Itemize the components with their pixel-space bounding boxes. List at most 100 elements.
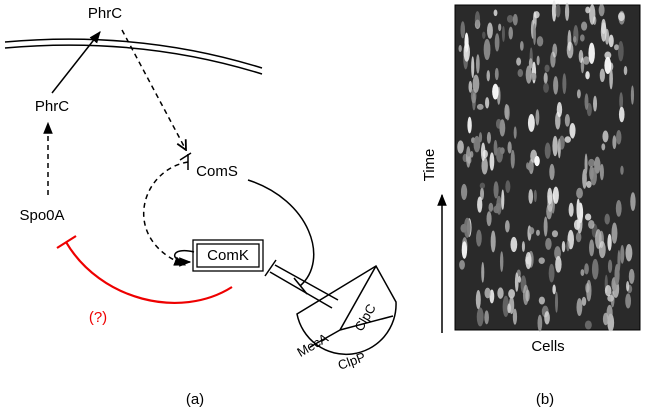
- kymograph-spot: [576, 232, 581, 242]
- kymograph-spot: [576, 188, 583, 199]
- kymograph-spot: [562, 73, 566, 94]
- repress: [248, 180, 314, 286]
- complex-clpp: ClpP: [336, 349, 368, 373]
- kymograph-spot: [555, 292, 558, 313]
- kymograph-spot: [477, 104, 484, 110]
- kymograph-spot: [547, 188, 552, 205]
- kymograph-spot: [567, 30, 571, 51]
- kymograph-spot: [459, 45, 462, 52]
- kymograph-spot: [544, 311, 550, 324]
- kymograph-spot: [527, 163, 533, 171]
- kymograph-spot: [515, 272, 519, 292]
- kymograph-spot: [545, 143, 551, 159]
- kymograph-spot: [553, 76, 558, 94]
- kymograph-spot: [582, 297, 587, 306]
- kymograph-spot: [576, 298, 582, 316]
- node-coms: ComS: [196, 163, 238, 180]
- kymograph-spot: [608, 260, 612, 273]
- kymograph-spot: [480, 183, 485, 189]
- kymograph-spot: [588, 220, 594, 229]
- kymograph-spot: [585, 320, 592, 329]
- kymograph-spot: [618, 41, 624, 61]
- kymograph-spot: [538, 315, 543, 332]
- kymograph-spot: [624, 66, 628, 75]
- kymograph-spot: [569, 203, 574, 217]
- kymograph-spot: [457, 140, 464, 153]
- kymograph-spot: [552, 136, 557, 156]
- kymograph-spot: [511, 150, 515, 169]
- kymograph-spot: [544, 72, 548, 84]
- kymograph-spot: [473, 75, 480, 93]
- kymograph-spot: [630, 192, 635, 211]
- kymograph-spot: [510, 237, 517, 252]
- kymograph-spot: [477, 307, 484, 326]
- kymograph-spot: [484, 39, 491, 60]
- kymograph-spot: [513, 14, 518, 26]
- inhibit-bar: [57, 236, 76, 248]
- kymograph-spot: [534, 11, 540, 18]
- kymograph-spot: [509, 27, 513, 40]
- kymograph-spot: [485, 97, 489, 109]
- kymograph-spot: [539, 257, 545, 264]
- kymograph-spot: [545, 65, 550, 73]
- axis-title-y: Time: [421, 149, 438, 182]
- kymograph-spot: [490, 152, 495, 170]
- inhibit-bar: [180, 153, 191, 160]
- kymograph-spot: [494, 10, 498, 17]
- kymograph-spot: [579, 50, 584, 63]
- kymograph-spot: [522, 241, 525, 252]
- kymograph-spot: [545, 238, 551, 250]
- kymograph-spot: [544, 217, 548, 237]
- complex-clpc: ClpC: [351, 301, 378, 334]
- kymograph-spot: [502, 26, 505, 42]
- kymograph-spot: [537, 56, 540, 66]
- kymograph-spot: [528, 114, 535, 132]
- kymograph-spot: [592, 259, 599, 280]
- kymograph-spot: [581, 22, 587, 31]
- kymograph-spot: [557, 102, 562, 117]
- kymograph-spot: [611, 222, 617, 243]
- node-phrc-out: PhrC: [88, 5, 122, 22]
- kymograph-spot: [604, 57, 611, 74]
- kymograph-spot: [495, 33, 500, 51]
- kymograph-spot: [518, 69, 524, 77]
- kymograph-spot: [505, 180, 510, 193]
- kymograph-spot: [565, 114, 570, 127]
- kymograph-spot: [577, 214, 583, 233]
- kymograph-spot: [605, 285, 612, 296]
- kymograph-spot: [580, 34, 585, 41]
- kymograph-spot: [537, 36, 543, 46]
- kymograph-spot: [593, 96, 597, 112]
- kymograph-spot: [525, 252, 531, 269]
- kymograph-spot: [550, 51, 555, 67]
- self-loop: [175, 251, 194, 262]
- kymograph-spot: [601, 143, 605, 150]
- kymograph-spot: [553, 187, 559, 204]
- kymograph-spot: [482, 32, 485, 39]
- kymograph-spot: [533, 23, 536, 45]
- kymograph-spot: [475, 11, 480, 28]
- unknown-label: (?): [89, 309, 107, 326]
- kymograph-spot: [555, 256, 561, 273]
- kymograph-spot: [565, 136, 571, 143]
- kymograph-spot: [629, 269, 635, 284]
- kymograph-spot: [507, 15, 513, 23]
- kymograph-spot: [494, 181, 499, 198]
- kymograph-spot: [487, 70, 490, 81]
- kymograph-spot: [625, 244, 632, 261]
- kymograph-spot: [518, 276, 521, 283]
- kymograph-spot: [466, 146, 471, 168]
- kymograph-spot: [487, 211, 492, 226]
- kymograph-spot: [569, 123, 575, 138]
- page: {"panel_a": {"phrc_out": "PhrC", "phrc_i…: [0, 0, 652, 417]
- kymograph-spot: [461, 184, 467, 200]
- kymograph-spot: [523, 285, 529, 305]
- kymograph-spot: [505, 220, 510, 232]
- kymograph-spot: [616, 130, 621, 145]
- kymograph-spot: [534, 156, 540, 166]
- kymograph-spot: [476, 230, 482, 247]
- kymograph-spot: [559, 136, 565, 150]
- kymograph-spot: [464, 218, 471, 238]
- kymograph-spot: [543, 82, 549, 92]
- kymograph-spot: [474, 136, 481, 153]
